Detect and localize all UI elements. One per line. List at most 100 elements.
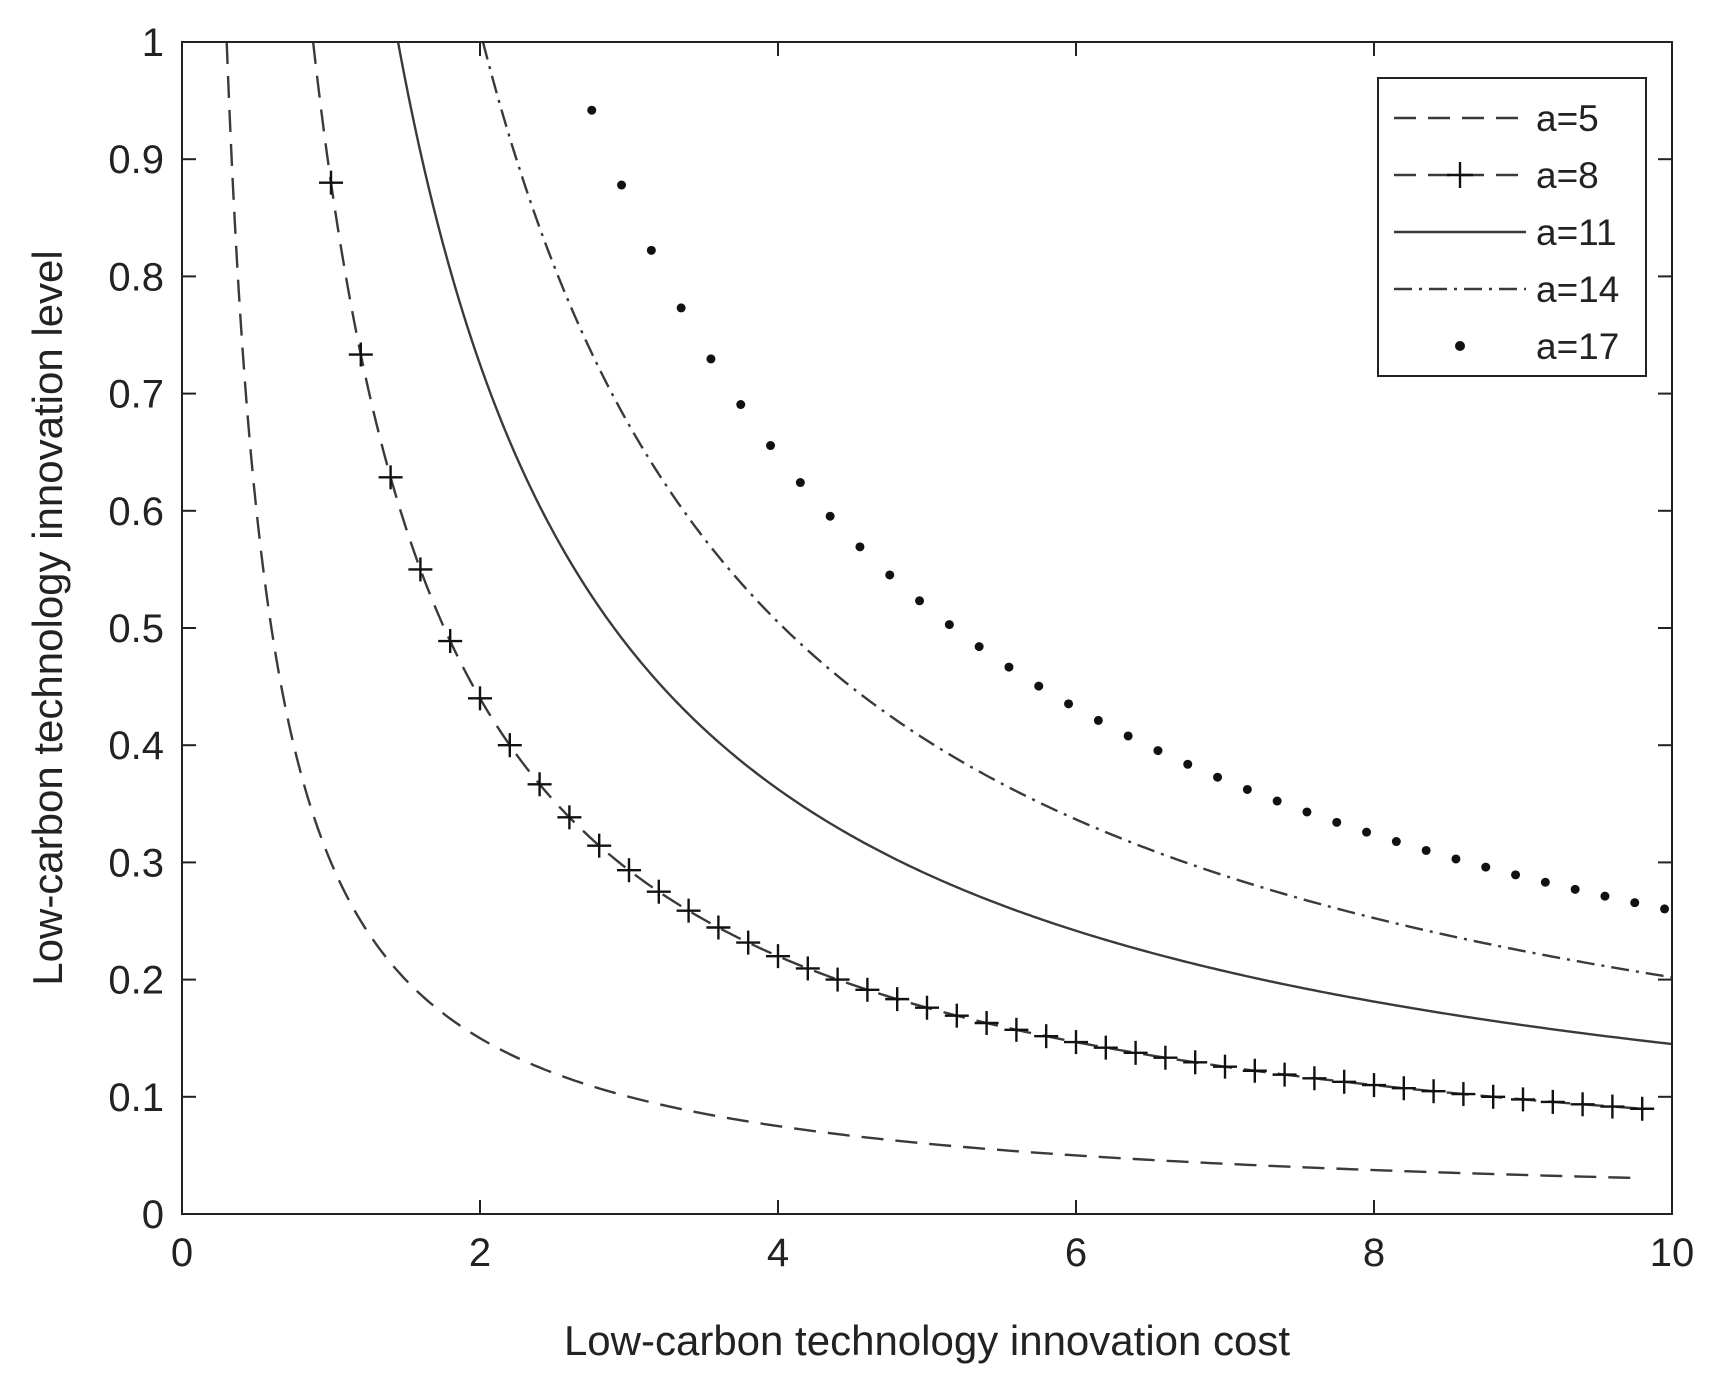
point-marker-a-8	[527, 772, 552, 797]
legend-label: a=11	[1536, 212, 1617, 253]
legend-item-a-8: a=8	[1394, 155, 1599, 196]
point-marker-a-17	[1213, 772, 1223, 782]
point-marker-a-8	[766, 944, 790, 969]
point-marker-a-8	[855, 977, 880, 1002]
x-tick-label: 6	[1065, 1231, 1087, 1275]
y-tick-label: 0.8	[108, 255, 164, 299]
y-tick-label: 0.6	[108, 490, 164, 534]
y-tick-label: 0.5	[108, 607, 164, 651]
point-marker-a-8	[1600, 1094, 1625, 1119]
point-marker-a-8	[1302, 1066, 1327, 1091]
point-marker-a-17	[885, 570, 895, 580]
point-marker-a-17	[1153, 746, 1163, 756]
point-marker-a-17	[766, 441, 776, 451]
x-tick-label: 4	[767, 1231, 789, 1275]
y-axis-label: Low-carbon technology innovation level	[24, 250, 71, 985]
point-marker-a-17	[1660, 904, 1670, 914]
point-marker-a-8	[795, 956, 820, 981]
x-tick-label: 10	[1650, 1231, 1695, 1275]
point-marker-a-8	[1034, 1024, 1059, 1049]
point-marker-a-17	[825, 511, 835, 521]
point-marker-a-8	[1481, 1084, 1506, 1109]
point-marker-a-8	[468, 686, 492, 711]
point-marker-a-8	[1391, 1076, 1416, 1101]
point-marker-a-8	[1123, 1040, 1148, 1065]
point-marker-a-17	[1123, 731, 1133, 741]
point-marker-a-17	[706, 354, 716, 364]
point-marker-a-17	[1570, 884, 1580, 894]
legend-label: a=17	[1536, 326, 1619, 367]
x-tick-label: 2	[469, 1231, 491, 1275]
point-marker-a-8	[944, 1003, 969, 1028]
tick-labels-layer: 0 2 4 6 8 10 0 0.1 0.2 0.3 0.4 0.5 0.6 0.7 0.8 0.9 1	[108, 21, 1694, 1275]
point-marker-a-17	[1630, 898, 1640, 908]
point-marker-a-17	[1004, 662, 1014, 672]
point-marker-a-8	[617, 858, 641, 883]
point-marker-a-8	[1064, 1030, 1088, 1055]
point-marker-a-8	[497, 733, 522, 758]
point-marker-a-8	[1183, 1050, 1208, 1075]
point-marker-a-17	[1481, 862, 1491, 872]
point-marker-a-8	[885, 987, 910, 1012]
point-marker-a-17	[646, 245, 656, 255]
legend-label: a=5	[1536, 98, 1599, 139]
point-marker-a-8	[587, 833, 612, 858]
point-marker-a-8	[974, 1011, 999, 1036]
point-marker-a-17	[974, 642, 984, 652]
point-marker-a-8	[1630, 1096, 1655, 1121]
point-marker-a-8	[408, 557, 433, 582]
point-marker-a-17	[1540, 877, 1550, 887]
point-marker-a-17	[1064, 699, 1074, 709]
x-tick-label: 0	[171, 1231, 193, 1275]
point-marker-a-8	[1511, 1087, 1535, 1112]
point-marker-a-8	[646, 879, 671, 904]
y-tick-label: 0.1	[108, 1076, 164, 1120]
point-marker-a-17	[1183, 759, 1193, 769]
legend: a=5 a=8 a=11 a=14 a=17	[1377, 77, 1647, 377]
legend-item-a-5: a=5	[1394, 98, 1599, 139]
y-tick-label: 0.7	[108, 373, 164, 417]
point-marker-a-8	[1272, 1062, 1297, 1087]
legend-label: a=14	[1536, 269, 1619, 310]
point-marker-a-17	[1034, 681, 1044, 691]
legend-item-a-14: a=14	[1394, 269, 1619, 310]
point-marker-a-8	[1004, 1017, 1029, 1042]
point-marker-a-17	[736, 400, 746, 410]
point-marker-a-8	[825, 967, 850, 992]
point-marker-a-8	[1540, 1089, 1565, 1114]
x-tick-label: 8	[1363, 1231, 1385, 1275]
y-tick-label: 0.2	[108, 959, 164, 1003]
point-marker-a-8	[557, 805, 582, 830]
point-marker-a-8	[1242, 1058, 1267, 1083]
point-marker-a-17	[1362, 827, 1372, 837]
point-marker-a-8	[915, 995, 939, 1020]
point-marker-a-17	[587, 105, 597, 115]
point-marker-a-8	[319, 170, 343, 195]
x-axis-label: Low-carbon technology innovation cost	[564, 1317, 1290, 1364]
point-marker-a-8	[378, 465, 403, 490]
point-marker-a-17	[915, 596, 925, 606]
legend-box	[1377, 77, 1647, 377]
point-marker-a-8	[1093, 1035, 1118, 1060]
point-marker-a-8	[1213, 1054, 1237, 1079]
legend-swatch-marker	[1455, 341, 1465, 351]
point-marker-a-17	[1302, 807, 1312, 817]
point-marker-a-17	[676, 303, 686, 313]
y-tick-label: 0.3	[108, 841, 164, 885]
legend-label: a=8	[1536, 155, 1599, 196]
point-marker-a-8	[438, 629, 463, 654]
series-line-a-11	[396, 42, 1672, 1046]
point-marker-a-8	[706, 915, 731, 940]
point-marker-a-17	[1242, 784, 1252, 794]
axes-layer	[181, 41, 1673, 1215]
point-marker-a-17	[1451, 854, 1461, 864]
point-marker-a-17	[1093, 715, 1103, 725]
point-marker-a-17	[1272, 796, 1282, 806]
point-marker-a-8	[348, 342, 373, 367]
y-tick-label: 0	[142, 1193, 164, 1237]
point-marker-a-17	[1332, 817, 1342, 827]
point-marker-a-17	[795, 478, 805, 488]
point-marker-a-8	[676, 898, 701, 923]
series-line-a-14	[481, 42, 1672, 979]
